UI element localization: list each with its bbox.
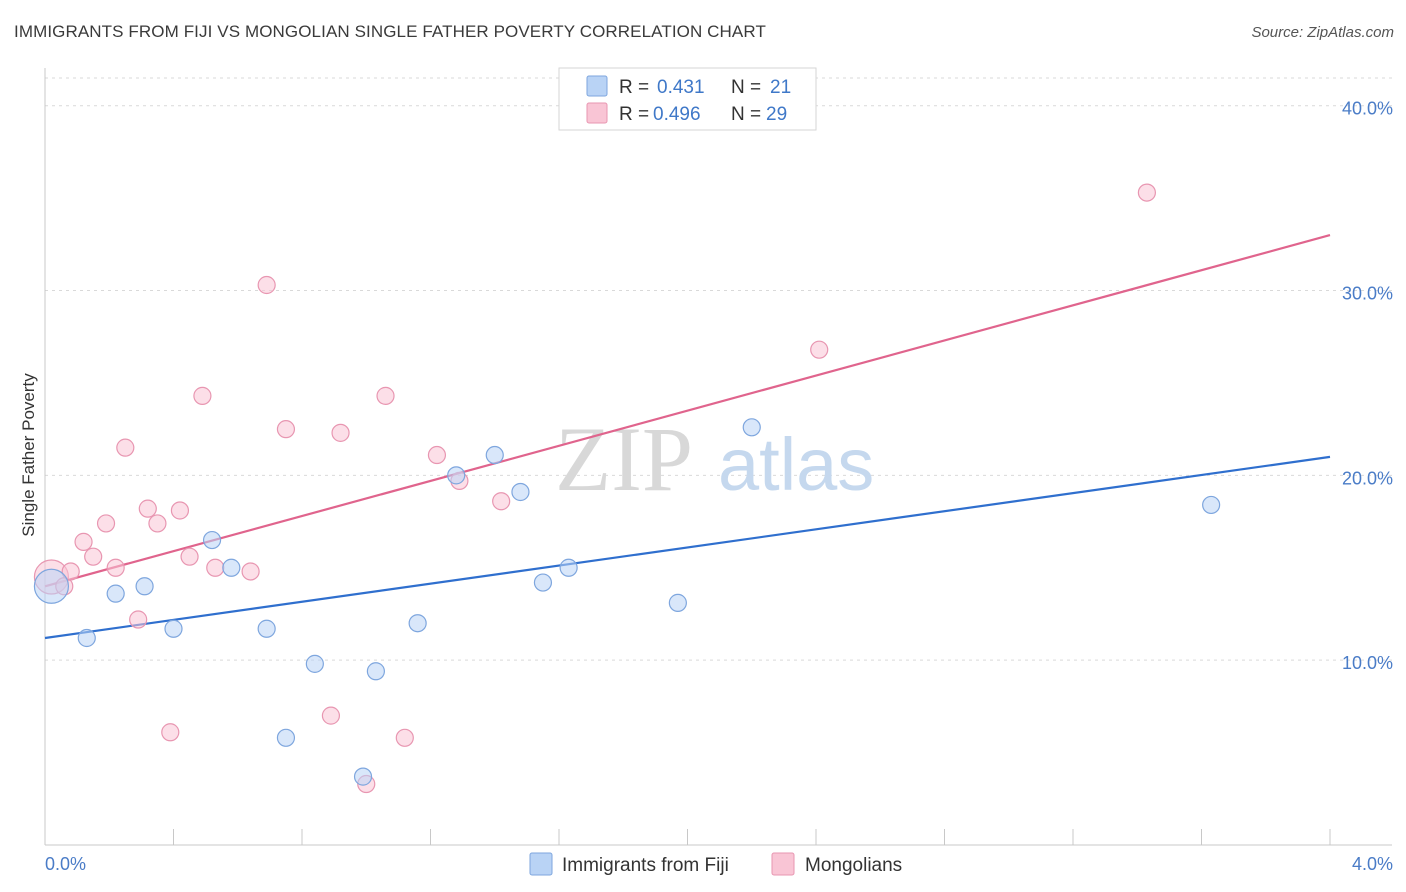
point-fiji [559, 558, 578, 577]
point-mongolians [427, 445, 447, 465]
point-mongolians [106, 558, 125, 577]
bottom-legend: Immigrants from Fiji Mongolians [529, 852, 902, 876]
trend-line-fiji [44, 455, 1331, 640]
trend-line-mongolians [44, 234, 1331, 588]
point-fiji [742, 418, 761, 437]
point-fiji [485, 445, 504, 465]
point-fiji [408, 614, 427, 633]
point-fiji [257, 619, 276, 638]
point-fiji [164, 619, 183, 638]
point-fiji [511, 482, 530, 502]
y-axis-label: Single Father Poverty [19, 373, 38, 537]
point-mongolians [138, 499, 157, 518]
point-mongolians [241, 562, 260, 581]
point-mongolians [810, 340, 829, 359]
legend-n-value-mongolians: 29 [766, 104, 787, 125]
legend-swatch-mongolians [586, 102, 608, 124]
source-credit: Source: ZipAtlas.com [1251, 24, 1394, 41]
point-fiji [276, 728, 296, 747]
legend-swatch-fiji [586, 75, 608, 97]
y-tick-label: 10.0% [1342, 653, 1393, 673]
bottom-legend-swatch-fiji [529, 852, 553, 876]
point-mongolians [170, 501, 190, 520]
y-tick-label: 20.0% [1342, 468, 1393, 488]
point-mongolians [206, 558, 225, 577]
point-mongolians [1137, 183, 1156, 202]
y-tick-label: 40.0% [1342, 99, 1393, 119]
watermark-atlas: atlas [718, 423, 874, 506]
watermark: ZIP atlas [555, 408, 874, 510]
point-fiji [106, 584, 125, 603]
legend: R = 0.431 N = 21 R = 0.496 N = 29 [558, 67, 817, 131]
point-mongolians [276, 420, 296, 439]
point-fiji [222, 558, 241, 577]
point-fiji [202, 530, 222, 550]
bottom-legend-label-fiji: Immigrants from Fiji [562, 855, 729, 876]
legend-r-label-mongolians: R = [619, 104, 649, 125]
legend-n-value-fiji: 21 [770, 77, 791, 98]
point-mongolians [148, 514, 167, 533]
point-fiji [77, 628, 96, 648]
point-mongolians [96, 514, 116, 533]
point-mongolians [84, 547, 103, 566]
axes [44, 68, 1392, 846]
x-tick-label-min: 0.0% [45, 854, 86, 874]
legend-n-label-mongolians: N = [731, 104, 761, 125]
trend-lines [44, 234, 1331, 640]
point-mongolians [257, 275, 276, 295]
point-mongolians [61, 562, 80, 581]
point-mongolians [331, 423, 350, 442]
point-mongolians [395, 728, 414, 747]
bottom-legend-label-mongolians: Mongolians [805, 855, 902, 876]
point-fiji [447, 466, 466, 485]
point-fiji [305, 654, 324, 673]
point-fiji [353, 767, 373, 786]
point-fiji [533, 573, 553, 592]
legend-r-value-mongolians: 0.496 [653, 104, 701, 125]
x-tick-label-max: 4.0% [1352, 854, 1393, 874]
point-fiji [1202, 495, 1221, 515]
point-fiji [668, 593, 687, 612]
point-fiji [366, 662, 385, 681]
point-mongolians [492, 492, 511, 511]
tick-labels: 10.0% 20.0% 30.0% 40.0% 0.0% 4.0% [45, 99, 1393, 874]
point-mongolians [321, 706, 341, 725]
legend-r-label-fiji: R = [619, 77, 649, 98]
legend-r-value-fiji: 0.431 [657, 77, 705, 98]
point-mongolians [180, 547, 199, 566]
point-mongolians [74, 532, 93, 551]
data-points [33, 183, 1221, 794]
y-tick-label: 30.0% [1342, 284, 1393, 304]
watermark-zip: ZIP [555, 408, 693, 510]
point-mongolians [193, 386, 212, 405]
point-mongolians [161, 723, 180, 742]
chart-title: IMMIGRANTS FROM FIJI VS MONGOLIAN SINGLE… [14, 22, 766, 41]
point-fiji [33, 568, 70, 604]
point-fiji [135, 577, 154, 596]
bottom-legend-swatch-mongolians [771, 852, 795, 876]
legend-n-label-fiji: N = [731, 77, 761, 98]
point-mongolians [129, 610, 148, 629]
point-mongolians [376, 386, 395, 405]
point-mongolians [116, 438, 135, 457]
